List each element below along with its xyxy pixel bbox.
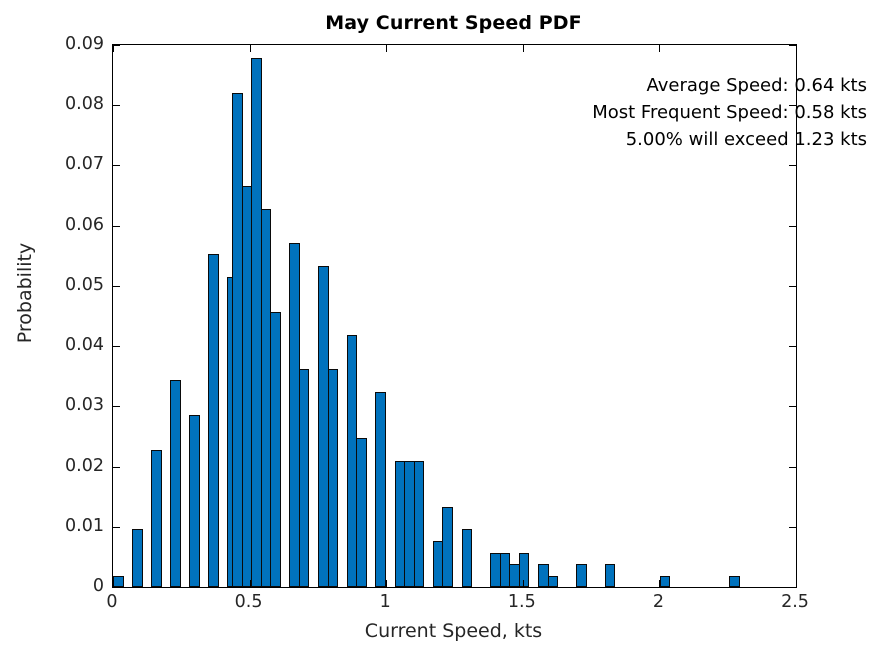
y-tick-mark bbox=[113, 45, 120, 46]
histogram-bar bbox=[375, 392, 386, 587]
histogram-bar bbox=[113, 575, 124, 587]
histogram-bar bbox=[442, 506, 453, 587]
x-tick-mark bbox=[796, 580, 797, 587]
histogram-bar bbox=[270, 311, 281, 587]
y-tick-label: 0.07 bbox=[65, 154, 104, 175]
y-tick-mark bbox=[113, 105, 120, 107]
y-tick-mark bbox=[113, 466, 120, 468]
x-tick-label: 2.5 bbox=[781, 592, 809, 612]
histogram-bar bbox=[208, 253, 219, 587]
histogram-bar bbox=[189, 414, 200, 587]
histogram-bar bbox=[604, 564, 616, 587]
x-tick-label: 0 bbox=[106, 592, 118, 612]
y-tick-label: 0.06 bbox=[65, 214, 104, 235]
histogram-bar bbox=[151, 449, 162, 587]
y-axis-tick-labels: 0 0.01 0.02 0.03 0.04 0.05 0.06 0.07 0.08 0.09 bbox=[8, 34, 104, 596]
y-tick-mark bbox=[113, 406, 120, 408]
histogram-bar bbox=[659, 575, 671, 587]
y-tick-mark bbox=[789, 225, 796, 227]
histogram-bar bbox=[729, 575, 740, 587]
y-axis-title: Probability bbox=[14, 242, 36, 344]
x-tick-label: 1 bbox=[379, 592, 391, 612]
x-tick-label: 0.5 bbox=[234, 592, 263, 612]
y-tick-mark bbox=[789, 165, 796, 167]
x-tick-mark bbox=[522, 45, 524, 52]
plot-axes bbox=[112, 44, 797, 588]
x-axis-title: Current Speed, kts bbox=[364, 620, 543, 642]
y-tick-mark bbox=[113, 346, 120, 348]
x-tick-mark bbox=[113, 45, 114, 52]
y-tick-label: 0.02 bbox=[65, 455, 104, 476]
x-tick-mark bbox=[113, 580, 114, 587]
histogram-bar bbox=[413, 461, 425, 587]
x-tick-label: 1.5 bbox=[507, 592, 536, 612]
y-tick-mark bbox=[113, 165, 120, 167]
x-tick-mark bbox=[796, 45, 797, 52]
y-tick-label: 0.04 bbox=[65, 335, 104, 356]
y-tick-mark bbox=[789, 285, 796, 287]
y-tick-mark bbox=[113, 285, 120, 287]
y-tick-label: 0.08 bbox=[65, 94, 104, 115]
histogram-bar bbox=[547, 575, 559, 587]
y-tick-label: 0.03 bbox=[65, 395, 104, 416]
x-tick-mark bbox=[522, 580, 524, 587]
y-tick-mark bbox=[789, 466, 796, 468]
y-tick-mark bbox=[113, 526, 120, 528]
x-axis-tick-labels: 0 0.5 1 1.5 2 2.5 bbox=[106, 592, 809, 618]
x-tick-mark bbox=[386, 45, 388, 52]
y-tick-mark bbox=[789, 587, 796, 588]
y-tick-label: 0.09 bbox=[65, 34, 104, 54]
average-speed-text: Average Speed: 0.64 kts bbox=[646, 75, 867, 96]
chart-title: May Current Speed PDF bbox=[325, 12, 582, 34]
histogram-bar bbox=[327, 369, 339, 587]
y-tick-mark bbox=[789, 406, 796, 408]
x-tick-mark bbox=[249, 580, 251, 587]
histogram-bar bbox=[299, 369, 310, 587]
statistics-annotation: Average Speed: 0.64 kts Most Frequent Sp… bbox=[592, 72, 867, 153]
x-tick-mark bbox=[659, 580, 661, 587]
y-tick-mark bbox=[789, 346, 796, 348]
exceedance-speed-text: 5.00% will exceed 1.23 kts bbox=[625, 129, 867, 150]
y-tick-mark bbox=[113, 225, 120, 227]
histogram-bar bbox=[356, 438, 367, 587]
histogram-bar bbox=[576, 564, 587, 587]
y-tick-mark bbox=[789, 526, 796, 528]
histogram-bar bbox=[518, 552, 530, 587]
x-tick-mark bbox=[249, 45, 251, 52]
most-frequent-speed-text: Most Frequent Speed: 0.58 kts bbox=[592, 102, 867, 123]
x-tick-label: 2 bbox=[652, 592, 664, 612]
y-tick-mark bbox=[789, 45, 796, 46]
y-tick-label: 0.05 bbox=[65, 274, 104, 295]
histogram-bar bbox=[170, 380, 181, 587]
histogram-bar bbox=[461, 529, 473, 587]
x-tick-mark bbox=[659, 45, 661, 52]
x-tick-mark bbox=[386, 580, 388, 587]
y-tick-label: 0 bbox=[92, 576, 104, 596]
histogram-bars bbox=[113, 45, 796, 587]
y-tick-mark bbox=[789, 105, 796, 107]
y-tick-label: 0.01 bbox=[65, 515, 104, 536]
histogram-bar bbox=[132, 529, 143, 587]
y-tick-mark bbox=[113, 587, 120, 588]
